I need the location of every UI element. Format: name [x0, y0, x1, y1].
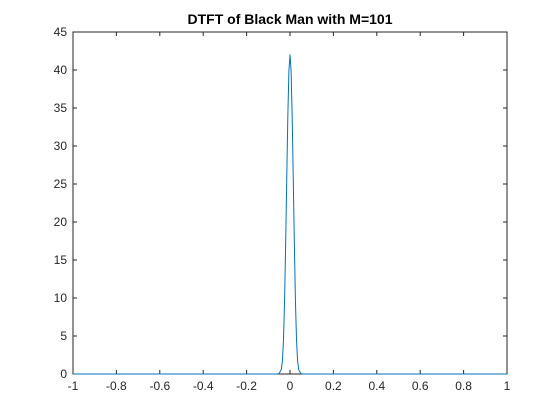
x-tick-label: -1: [68, 379, 79, 393]
x-tick-label: -0.4: [193, 379, 214, 393]
x-tick-label: 0.4: [368, 379, 385, 393]
chart-title: DTFT of Black Man with M=101: [188, 11, 393, 27]
x-tick-label: 0.2: [325, 379, 342, 393]
x-tick-label: 0.8: [455, 379, 472, 393]
y-tick-label: 0: [60, 367, 67, 381]
y-tick-label: 30: [54, 139, 68, 153]
x-tick-label: 0: [287, 379, 294, 393]
y-tick-label: 45: [54, 25, 68, 39]
y-tick-label: 40: [54, 63, 68, 77]
x-tick-label: -0.2: [236, 379, 257, 393]
x-tick-label: -0.8: [106, 379, 127, 393]
series-layer: [73, 54, 507, 375]
y-tick-label: 20: [54, 215, 68, 229]
series-line-0: [73, 54, 507, 375]
y-axis: 0 5 10 15 20 25 30 35 40 45: [54, 25, 507, 381]
y-tick-label: 10: [54, 291, 68, 305]
y-tick-label: 5: [60, 329, 67, 343]
x-axis: -1 -0.8 -0.6 -0.4 -0.2 0 0.2 0.4 0.6 0.8 1: [68, 32, 511, 393]
y-tick-label: 15: [54, 253, 68, 267]
y-tick-label: 35: [54, 101, 68, 115]
plot-area: [72, 31, 508, 375]
x-tick-label: 0.6: [412, 379, 429, 393]
x-tick-label: 1: [504, 379, 511, 393]
x-tick-label: -0.6: [149, 379, 170, 393]
y-tick-label: 25: [54, 177, 68, 191]
